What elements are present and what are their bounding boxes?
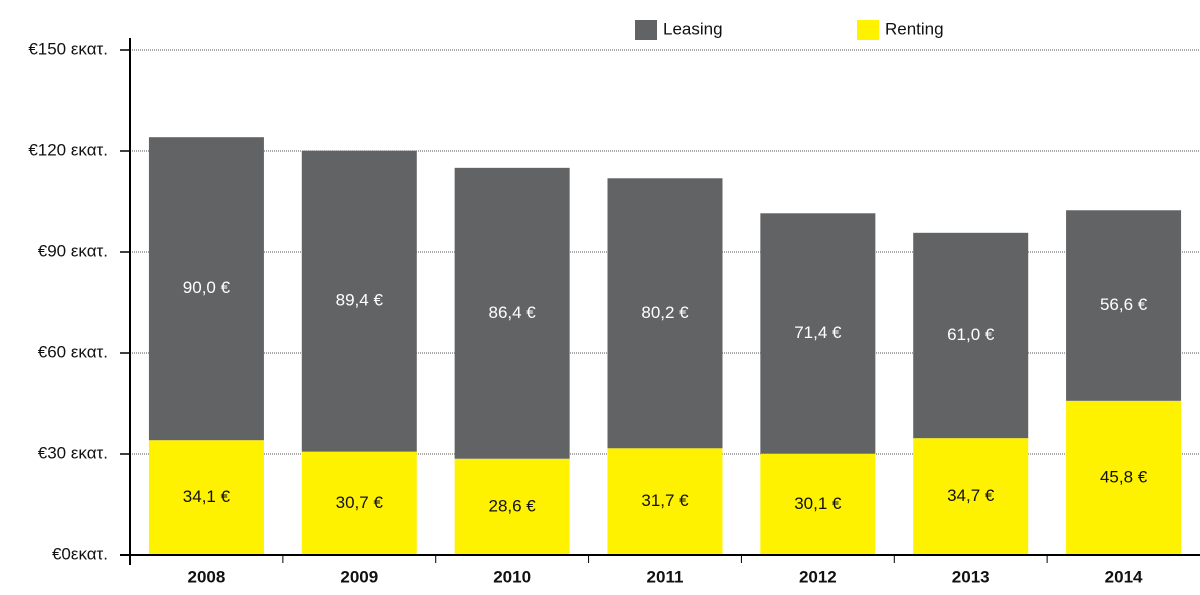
x-tick-label: 2014 <box>1105 567 1143 586</box>
bar-segment <box>454 167 570 459</box>
legend-label: Leasing <box>663 19 723 38</box>
value-label: 61,0 € <box>947 325 995 344</box>
value-label: 56,6 € <box>1100 295 1148 314</box>
legend-label: Renting <box>885 19 944 38</box>
bar-segment <box>1066 400 1182 555</box>
bar-segment <box>760 453 876 555</box>
bar-segment <box>913 232 1029 439</box>
value-label: 34,1 € <box>183 487 231 506</box>
bar-segment <box>1066 210 1182 401</box>
bar-segment <box>607 448 723 555</box>
value-label: 89,4 € <box>336 291 384 310</box>
x-tick-label: 2012 <box>799 567 837 586</box>
y-tick-label: €30 εκατ. <box>38 443 108 462</box>
value-label: 45,8 € <box>1100 467 1148 486</box>
y-tick-label: €60 εκατ. <box>38 342 108 361</box>
y-tick-label: €90 εκατ. <box>38 241 108 260</box>
value-label: 31,7 € <box>641 491 689 510</box>
x-tick-label: 2009 <box>340 567 378 586</box>
bar-segment <box>913 438 1029 555</box>
x-tick-label: 2013 <box>952 567 990 586</box>
legend-swatch <box>635 20 657 40</box>
bar-segment <box>148 440 264 555</box>
bar-segment <box>148 137 264 441</box>
x-tick-label: 2010 <box>493 567 531 586</box>
value-label: 71,4 € <box>794 323 842 342</box>
value-label: 34,7 € <box>947 486 995 505</box>
bar-segment <box>301 150 417 452</box>
y-tick-label: €150 εκατ. <box>28 39 108 58</box>
value-label: 30,7 € <box>336 493 384 512</box>
x-tick-label: 2008 <box>188 567 226 586</box>
value-label: 80,2 € <box>641 303 689 322</box>
legend-swatch <box>857 20 879 40</box>
bar-segment <box>760 213 876 454</box>
value-label: 86,4 € <box>489 303 537 322</box>
bar-segment <box>607 178 723 449</box>
value-label: 90,0 € <box>183 278 231 297</box>
value-label: 30,1 € <box>794 494 842 513</box>
y-tick-label: €0εκατ. <box>52 544 108 563</box>
bar-segment <box>454 458 570 555</box>
bar-segment <box>301 451 417 555</box>
y-tick-label: €120 εκατ. <box>28 140 108 159</box>
x-tick-label: 2011 <box>647 567 684 586</box>
value-label: 28,6 € <box>489 496 537 515</box>
